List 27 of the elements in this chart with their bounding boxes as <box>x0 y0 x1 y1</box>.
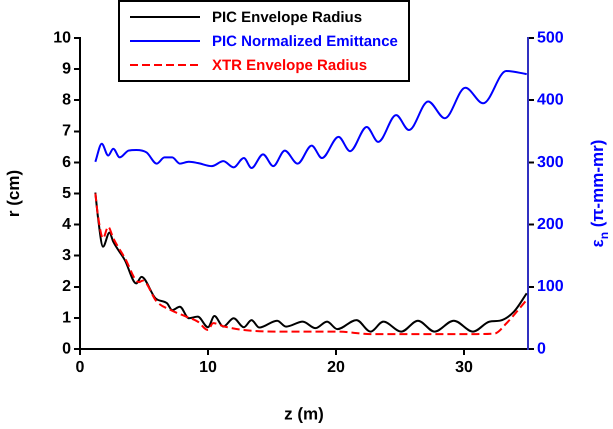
x-axis-title: z (m) <box>284 404 324 424</box>
y-tick-label: 9 <box>62 60 72 78</box>
y2-tick-label: 0 <box>537 340 546 358</box>
y2-axis-title: εn (π-mm-mr) <box>588 140 611 248</box>
y-tick-label: 7 <box>62 122 72 140</box>
legend-label: PIC Normalized Emittance <box>212 32 398 50</box>
y-tick-label: 1 <box>62 309 72 326</box>
x-tick-label: 20 <box>327 359 345 376</box>
y-tick-label: 10 <box>53 29 72 46</box>
y-axis-title: r (cm) <box>4 170 23 218</box>
y2-tick-label: 500 <box>537 29 564 46</box>
y2-tick-label: 100 <box>537 278 564 296</box>
y-tick-label: 8 <box>62 92 72 109</box>
y2-tick-label: 200 <box>537 216 564 234</box>
y2-tick-label: 300 <box>537 154 564 171</box>
y-tick-label: 3 <box>62 247 72 264</box>
x-tick-label: 10 <box>199 359 217 376</box>
y-tick-label: 0 <box>62 340 72 358</box>
y2-tick-label: 400 <box>537 92 564 109</box>
y-tick-label: 5 <box>62 184 72 202</box>
y-tick-label: 2 <box>62 278 72 296</box>
y-tick-label: 4 <box>62 216 72 234</box>
x-tick-label: 0 <box>76 359 85 376</box>
x-tick-label: 30 <box>455 359 473 376</box>
y-tick-label: 6 <box>62 154 72 171</box>
legend-label: PIC Envelope Radius <box>212 8 362 26</box>
legend-label: XTR Envelope Radius <box>212 56 368 74</box>
